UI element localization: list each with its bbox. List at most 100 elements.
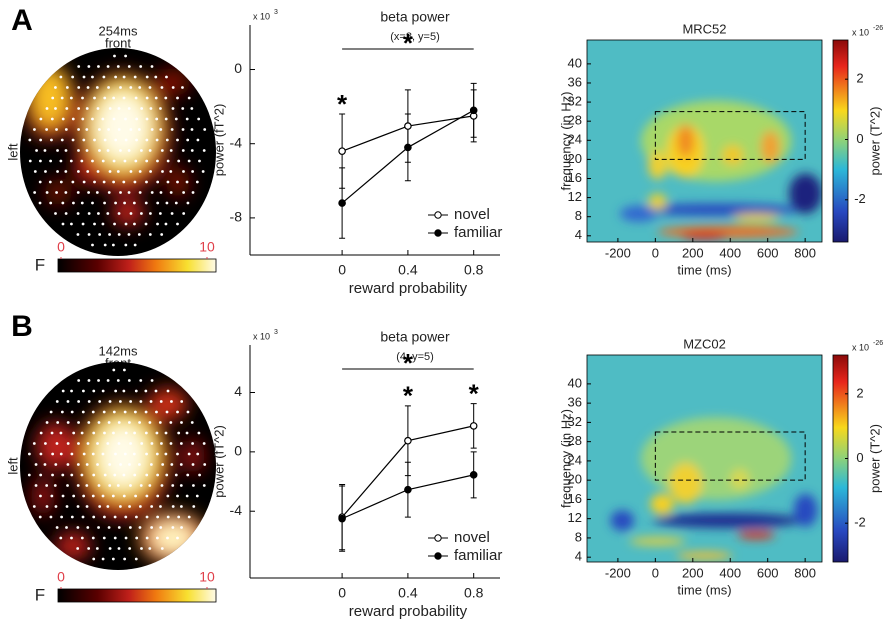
field-blob — [44, 178, 72, 206]
sensor-dot — [32, 442, 36, 445]
sensor-dot — [135, 515, 138, 519]
sensor-dot — [82, 75, 86, 79]
sensor-dot — [185, 180, 189, 184]
sensor-dot — [164, 431, 168, 435]
sensor-dot — [190, 107, 194, 110]
front-label: front — [105, 35, 131, 50]
field-blob — [155, 68, 191, 96]
chart-title: MZC02 — [683, 336, 726, 351]
sensor-dot — [98, 505, 102, 508]
sensor-dot — [87, 233, 91, 236]
sensor-dot — [123, 201, 126, 205]
sensor-dot — [161, 170, 164, 173]
field-blob — [793, 493, 818, 527]
sensor-dot — [138, 191, 142, 194]
x-axis-label: time (ms) — [677, 582, 731, 597]
sensor-dot — [148, 547, 152, 550]
sensor-dot — [133, 431, 136, 435]
sensor-dot — [165, 138, 169, 142]
sensor-dot — [159, 191, 163, 194]
sensor-dot — [138, 421, 141, 424]
sensor-dot — [59, 159, 63, 163]
sensor-dot — [44, 442, 47, 445]
sensor-dot — [129, 484, 132, 487]
sensor-dot — [179, 505, 183, 508]
x-tick-label: 0.8 — [464, 585, 484, 601]
y-tick-label: 24 — [568, 132, 582, 147]
colorbar — [57, 258, 217, 273]
sensor-dot — [191, 442, 195, 445]
sensor-dot — [187, 515, 191, 519]
sensor-dot — [96, 170, 100, 173]
sensor-dot — [50, 117, 54, 121]
sensor-dot — [112, 410, 116, 414]
sensor-dot — [123, 452, 127, 456]
sensor-dot — [87, 212, 91, 215]
sensor-dot — [164, 117, 168, 121]
sensor-dot — [45, 484, 49, 487]
sensor-dot — [166, 389, 170, 393]
colorbar-tick-label: 10 — [199, 239, 215, 255]
sensor-dot — [108, 170, 112, 173]
sensor-dot — [176, 138, 179, 142]
sensor-dot — [187, 159, 191, 163]
heatmap-field — [619, 100, 822, 240]
sensor-dot — [55, 191, 58, 194]
y-tick-label: -4 — [230, 502, 243, 518]
sensor-dot — [145, 159, 149, 163]
sensor-dot — [112, 159, 116, 163]
sensor-dot — [134, 159, 138, 163]
sensor-dot — [64, 128, 68, 131]
sensor-dot — [179, 484, 183, 487]
sensor-dot — [145, 494, 149, 498]
sensor-dot — [82, 138, 86, 142]
sensor-dot — [132, 201, 136, 205]
sensor-dot — [169, 191, 173, 194]
sensor-dot — [191, 170, 195, 173]
field-blob — [648, 193, 667, 210]
sensor-dot — [45, 128, 49, 131]
sensor-dot — [101, 222, 105, 226]
marker — [469, 106, 478, 115]
x-tick-label: -200 — [605, 565, 631, 580]
sensor-dot — [93, 138, 96, 142]
sensor-dot — [177, 159, 181, 163]
sensor-dot — [91, 201, 94, 205]
colorbar-tick-label: 2 — [856, 385, 863, 400]
y-tick-label: 20 — [568, 472, 582, 487]
sensor-dot — [150, 191, 154, 194]
y-tick-label: -8 — [230, 209, 243, 225]
sensor-dot — [97, 421, 101, 424]
sensor-dot — [181, 128, 185, 131]
sensor-dot — [106, 212, 110, 215]
blur-group — [619, 100, 822, 240]
sensor-dot — [49, 410, 53, 414]
sensor-dot — [70, 410, 74, 414]
sensor-dot — [92, 389, 96, 393]
sensor-dot — [165, 75, 168, 79]
sensor-dot — [86, 442, 90, 445]
sensor-dot — [155, 431, 159, 435]
sensor-dot — [176, 180, 179, 184]
sensor-dot — [102, 410, 106, 414]
sensor-dot — [159, 107, 162, 110]
sensor-dot — [76, 505, 80, 508]
sensor-dot — [91, 159, 94, 163]
sensor-dot — [169, 170, 173, 173]
sensor-dot — [166, 494, 170, 498]
sensor-dot — [117, 233, 121, 236]
sensor-dot — [61, 494, 65, 498]
sensor-dot — [119, 191, 122, 194]
sensor-dot — [156, 473, 159, 477]
y-tick-label: 4 — [234, 383, 242, 399]
sensor-dot — [182, 212, 186, 215]
sensor-dot — [177, 515, 181, 519]
heatmap-field — [610, 417, 818, 560]
sensor-dot — [113, 473, 117, 477]
sensor-dot — [122, 368, 126, 372]
sensor-dot — [169, 442, 173, 445]
sensor-dot — [113, 515, 117, 519]
sensor-dot — [70, 389, 73, 393]
sensor-dot — [133, 180, 137, 184]
sensor-dot — [129, 128, 133, 131]
